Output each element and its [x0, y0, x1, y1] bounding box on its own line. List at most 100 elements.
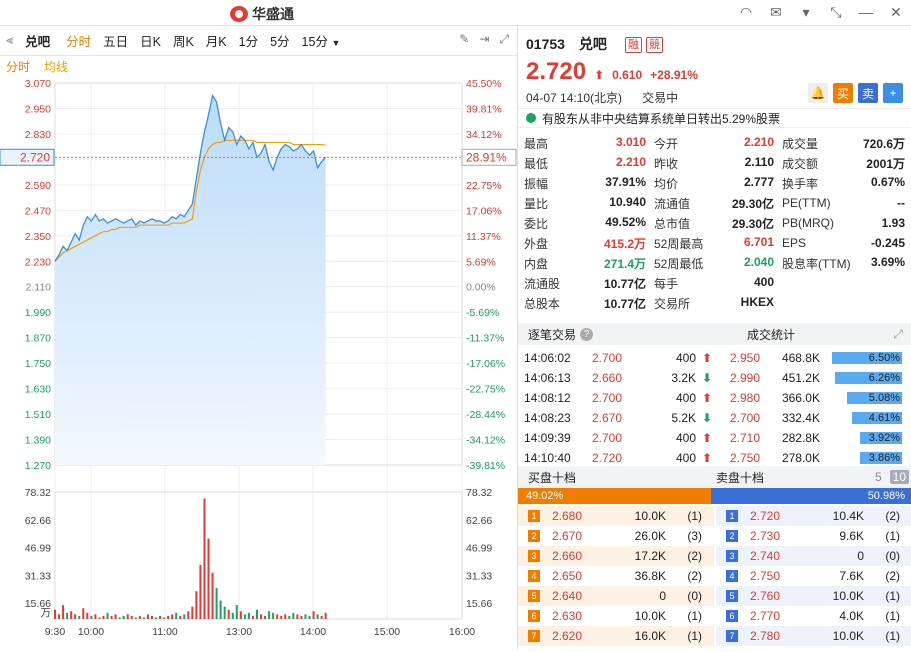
depth-10-button[interactable]: 10: [889, 470, 909, 484]
bid-row[interactable]: 5 2.640 0 (0): [518, 586, 714, 606]
quote-label: 量比: [524, 196, 549, 211]
shrink-icon[interactable]: ⤡: [830, 3, 842, 20]
volume-bar: [199, 564, 202, 619]
volume-bar: [167, 615, 170, 619]
intraday-chart[interactable]: 3.07045.50%2.95039.81%2.83034.12%2.71028…: [0, 74, 517, 649]
expand-icon[interactable]: ⤢: [893, 326, 903, 341]
level-badge: 4: [726, 570, 738, 582]
price-change: 0.610: [612, 68, 643, 82]
ask-row[interactable]: 3 2.740 0 (0): [716, 546, 911, 566]
level-badge: 5: [726, 590, 738, 602]
close-icon[interactable]: ✕: [890, 3, 902, 20]
ask-row[interactable]: 4 2.750 7.6K (2): [716, 566, 911, 586]
level-count: (2): [885, 509, 900, 523]
volume-bar: [163, 617, 166, 619]
volume-pane-border: [54, 491, 463, 620]
stats-bar: 3.92%: [832, 432, 902, 444]
trades-header: 逐笔交易 ? 成交统计 ⤢: [518, 323, 911, 345]
bid-title: 买盘十档: [528, 470, 577, 485]
stats-pct: 5.08%: [868, 392, 900, 404]
quote-label: 均价: [654, 176, 679, 191]
tab-5min[interactable]: 5分: [270, 35, 290, 49]
tab-5day[interactable]: 五日: [103, 35, 129, 49]
tab-15min[interactable]: 15分 ▼: [302, 31, 341, 50]
subtab-average[interactable]: 均线: [44, 60, 69, 74]
level-price: 2.750: [750, 569, 781, 583]
quote-label: 最低: [524, 156, 549, 171]
tab-15min-label: 15分: [301, 35, 328, 49]
fullscreen-icon[interactable]: ⤢: [499, 32, 509, 46]
ask-row[interactable]: 5 2.760 10.0K (1): [716, 586, 911, 606]
tab-intraday[interactable]: 分时: [66, 35, 92, 49]
level-volume: 10.0K: [634, 609, 666, 623]
ask-ratio: 50.98%: [710, 488, 911, 504]
ask-row[interactable]: 6 2.770 4.0K (1): [716, 606, 911, 626]
tab-week-k[interactable]: 周K: [172, 35, 194, 49]
help-icon[interactable]: ?: [580, 327, 594, 341]
bid-row[interactable]: 4 2.650 36.8K (2): [518, 566, 714, 586]
quote-datetime: 04-07 14:10(北京): [526, 91, 623, 105]
minimize-icon[interactable]: —: [859, 4, 873, 20]
trade-time: 14:08:23: [524, 411, 571, 425]
subtab-intraday[interactable]: 分时: [6, 60, 31, 74]
tab-day-k[interactable]: 日K: [140, 35, 161, 49]
volume-bar: [74, 614, 77, 619]
trading-status: 交易中: [642, 91, 679, 105]
quote-label: 换手率: [782, 176, 819, 191]
ask-row[interactable]: 1 2.720 10.4K (2): [716, 506, 911, 526]
compare-icon[interactable]: ⇥: [479, 32, 490, 46]
arrow-up-icon: ⬆: [701, 391, 713, 405]
volume-bar: [78, 615, 81, 619]
y-tick-label: 1.750: [25, 358, 51, 370]
vol-tick-label: 46.99: [466, 543, 492, 555]
ask-row[interactable]: 7 2.780 10.0K (1): [716, 626, 911, 646]
support-icon[interactable]: ◠: [739, 3, 753, 20]
level-price: 2.630: [552, 609, 583, 623]
bid-row[interactable]: 2 2.670 26.0K (3): [518, 526, 714, 546]
bid-row[interactable]: 6 2.630 10.0K (1): [518, 606, 714, 626]
mail-icon[interactable]: ✉: [770, 3, 782, 20]
tab-month-k[interactable]: 月K: [205, 35, 227, 49]
shirt-icon[interactable]: ▾: [802, 3, 810, 20]
volume-bar: [54, 609, 56, 619]
y-tick-label: 3.070: [25, 78, 51, 90]
last-price: 2.720: [526, 58, 587, 85]
stats-bar-fill: [860, 452, 902, 464]
stats-volume: 468.8K: [781, 351, 820, 365]
notice-bar[interactable]: 有股东从非中央结算系统单日转出5.29%股票: [518, 108, 911, 128]
bell-icon[interactable]: 🔔: [808, 83, 828, 103]
pct-tick-label: -22.75%: [466, 384, 505, 396]
draw-icon[interactable]: ✎: [459, 32, 470, 46]
trade-row: 14:08:23 2.670 5.2K ⬇: [524, 408, 724, 428]
y-tick-label: 1.990: [25, 307, 51, 319]
collapse-icon[interactable]: ⫷: [6, 33, 14, 47]
quote-label: 成交额: [782, 156, 819, 171]
stats-volume: 366.0K: [781, 391, 820, 405]
competition-badge: 競: [645, 37, 663, 53]
volume-bar: [191, 606, 194, 619]
volume-bar: [280, 615, 283, 619]
level-price: 2.740: [750, 549, 781, 563]
buy-button[interactable]: 买: [833, 83, 853, 103]
ask-row[interactable]: 2 2.730 9.6K (1): [716, 526, 911, 546]
level-badge: 3: [528, 550, 540, 562]
bid-row[interactable]: 1 2.680 10.0K (1): [518, 506, 714, 526]
depth-5-button[interactable]: 5: [874, 470, 882, 484]
trade-time: 14:06:02: [524, 351, 571, 365]
tab-1min[interactable]: 1分: [238, 35, 259, 49]
stats-row: 2.990 451.2K 6.26%: [730, 368, 908, 388]
add-watchlist-button[interactable]: +: [883, 83, 903, 103]
y-tick-label: 1.510: [25, 409, 51, 421]
bid-row[interactable]: 3 2.660 17.2K (2): [518, 546, 714, 566]
x-tick-label: 15:00: [374, 626, 400, 638]
volume-bar: [276, 614, 279, 619]
ticks-title: 逐笔交易: [528, 327, 577, 342]
quote-label: 总股本: [524, 296, 561, 311]
chart-svg: 3.07045.50%2.95039.81%2.83034.12%2.71028…: [0, 78, 517, 638]
sell-button[interactable]: 卖: [858, 83, 878, 103]
bid-row[interactable]: 7 2.620 16.0K (1): [518, 626, 714, 646]
quote-value: 2.210: [615, 154, 646, 169]
quote-label: 交易所: [654, 296, 691, 311]
quote-label: PB(MRQ): [782, 216, 834, 230]
volume-bar: [320, 615, 323, 619]
